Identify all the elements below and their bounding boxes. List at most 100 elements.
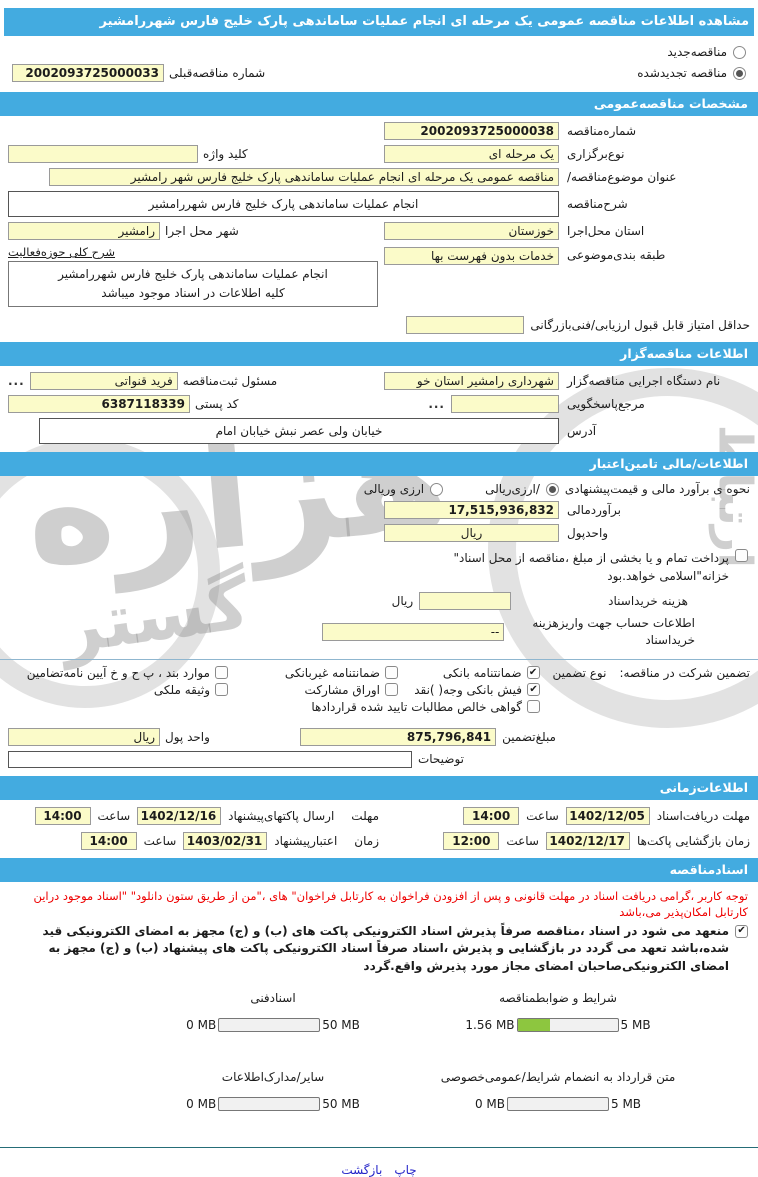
province-label: استان محل‌اجرا — [567, 224, 645, 238]
address-label: آدرس — [567, 424, 597, 438]
activity-scope-line2: کلیه اطلاعات در اسناد موجود میباشد — [101, 285, 285, 300]
tender-number-field[interactable]: 2002093725000038 — [384, 122, 559, 140]
min-score-field[interactable] — [406, 316, 525, 334]
submit-deadline-time-field[interactable]: 14:00 — [34, 806, 91, 825]
category-field[interactable]: خدمات بدون فهرست بها — [384, 247, 559, 265]
upload-contract-text-current: 0 MB — [474, 1096, 505, 1111]
currency-estimate-label: ارزی وریالی — [363, 482, 425, 496]
section-header-documents: اسنادمناقصه — [0, 857, 758, 882]
registrar-field[interactable]: فرید قنواتی — [29, 372, 178, 390]
docs-deadline-date-field[interactable]: 1402/12/05 — [565, 806, 650, 825]
province-field[interactable]: خوزستان — [384, 222, 559, 240]
deposit-unit-field[interactable]: ریال — [8, 727, 160, 746]
nonbank-guarantee-checkbox[interactable] — [385, 666, 398, 680]
deposit-amount-field[interactable]: 875,796,841 — [300, 727, 497, 746]
contact-field[interactable] — [451, 395, 559, 413]
postal-code-field[interactable]: 6387118339 — [8, 395, 190, 413]
tender-description-field[interactable]: انجام عملیات ساماندهی پارک خلیج فارس شهر… — [8, 191, 559, 217]
activity-scope-label: شرح کلی حوزه‌فعالیت — [8, 245, 116, 259]
bid-validity-date-field[interactable]: 1403/02/31 — [183, 831, 268, 850]
estimate-amount-field[interactable]: 17,515,936,832 — [384, 501, 559, 519]
participation-bonds-checkbox[interactable] — [385, 683, 398, 697]
currency-unit-field[interactable]: ریال — [384, 524, 559, 542]
tender-number-label: شماره‌مناقصه — [567, 124, 637, 138]
city-field[interactable]: رامشیر — [8, 222, 160, 240]
bank-receipt-label: فیش بانکی وجه( )نقد — [414, 682, 522, 697]
upload-other-docs-label: سایر/مدارک‌اطلاعات — [221, 1069, 325, 1084]
hour-label: ساعت — [506, 833, 539, 848]
upload-terms-conditions-max: 5 MB — [620, 1017, 651, 1032]
print-link[interactable]: چاپ — [394, 1162, 417, 1177]
upload-contract-text-progressbar — [507, 1096, 609, 1111]
treasury-payment-checkbox[interactable] — [735, 549, 748, 562]
tender-type-label: نوع‌برگزاری — [567, 147, 625, 161]
participation-bonds-label: اوراق مشارکت — [304, 682, 380, 697]
address-field[interactable]: خیابان ولی عصر نبش خیابان امام — [39, 418, 559, 444]
upload-other-docs-progressbar — [218, 1096, 321, 1111]
rial-estimate-radio[interactable] — [545, 482, 559, 496]
bylaw-cases-checkbox[interactable] — [215, 666, 228, 680]
upload-terms-conditions-progressbar — [516, 1017, 619, 1032]
tender-subject-field[interactable]: مناقصه عمومی یک مرحله ای انجام عملیات سا… — [49, 168, 559, 186]
city-label: شهر محل اجرا — [165, 224, 239, 238]
min-score-label: حداقل امتیاز قابل قبول ارزیابی/فنی‌بازرگ… — [530, 318, 750, 332]
electronic-signature-commitment-checkbox[interactable] — [735, 924, 748, 938]
footer-divider — [0, 1146, 758, 1148]
docs-deadline-label: مهلت دریافت‌اسناد — [656, 808, 750, 823]
contact-browse-button[interactable]: ... — [428, 397, 445, 411]
deposit-amount-label: مبلغ‌تضمین — [502, 729, 556, 744]
document-fee-label: هزینه خریداسناد — [608, 594, 688, 608]
section-header-financial: اطلاعات/مالی تامین‌اعتبار — [0, 452, 758, 476]
currency-unit-label: واحدپول — [567, 526, 609, 540]
hour-label: ساعت — [526, 808, 559, 823]
contact-label: مرجع‌پاسخگویی — [567, 397, 645, 411]
envelope-opening-label: زمان بازگشایی پاکت‌ها — [636, 833, 750, 848]
document-fee-unit-label: ریال — [391, 594, 414, 608]
electronic-signature-commitment-text: منعهد می شود در اسناد ،مناقصه صرفاً پذیر… — [42, 923, 729, 973]
upload-technical-docs: اسنادفنی 0 MB 50 MB — [138, 991, 408, 1032]
property-collateral-label: وثیقه ملکی — [153, 682, 210, 697]
previous-tender-number-field[interactable]: 2002093725000033 — [12, 64, 164, 82]
upload-technical-docs-current: 0 MB — [186, 1017, 217, 1032]
net-claims-certificate-checkbox[interactable] — [527, 700, 540, 714]
treasury-payment-label: پرداخت تمام و یا بخشی از مبلغ ،مناقصه از… — [453, 551, 729, 583]
envelope-opening-time-field[interactable]: 12:00 — [443, 831, 500, 850]
bank-guarantee-checkbox[interactable] — [526, 666, 540, 680]
renewed-tender-radio[interactable] — [733, 66, 746, 80]
agency-field[interactable]: شهرداری رامشیر استان خو — [384, 372, 559, 390]
deposit-account-field[interactable]: -- — [322, 622, 505, 641]
postal-code-label: کد پستی — [195, 397, 239, 411]
currency-estimate-radio[interactable] — [430, 482, 444, 496]
tender-type-field[interactable]: یک مرحله ای — [384, 145, 559, 163]
agency-label: نام دستگاه اجرایی مناقصه‌گزار — [567, 374, 721, 388]
bid-validity-label-2: اعتبارپیشنهاد — [274, 833, 338, 848]
submit-deadline-date-field[interactable]: 1402/12/16 — [137, 806, 222, 825]
keyword-field[interactable] — [8, 145, 198, 163]
submit-deadline-label-2: ارسال پاکتهای‌پیشنهاد — [228, 808, 335, 823]
activity-scope-line1: انجام عملیات ساماندهی پارک خلیج فارس شهر… — [58, 267, 328, 281]
activity-scope-field[interactable]: انجام عملیات ساماندهی پارک خلیج فارس شهر… — [8, 261, 378, 307]
new-tender-radio[interactable] — [733, 45, 746, 59]
bank-receipt-checkbox[interactable] — [527, 683, 540, 697]
tender-subject-label: عنوان موضوع‌مناقصه/ — [567, 170, 677, 184]
upload-terms-conditions-current: 1.56 MB — [465, 1017, 515, 1032]
deposit-unit-label: واحد پول — [165, 729, 210, 744]
upload-contract-text: متن قرارداد به انضمام شرایط/عمومی‌خصوصی … — [408, 1070, 708, 1111]
envelope-opening-date-field[interactable]: 1402/12/17 — [545, 831, 630, 850]
document-fee-field[interactable] — [419, 592, 512, 610]
upload-technical-docs-max: 50 MB — [322, 1017, 360, 1032]
tender-description-label: شرح‌مناقصه — [567, 197, 628, 211]
registrar-browse-button[interactable]: ... — [8, 374, 25, 388]
category-label: طبقه بندی‌موضوعی — [567, 248, 666, 262]
bank-guarantee-label: ضمانتنامه بانکی — [442, 665, 522, 680]
divider — [0, 658, 758, 660]
bid-validity-time-field[interactable]: 14:00 — [80, 831, 137, 850]
back-link[interactable]: بازگشت — [341, 1162, 383, 1177]
docs-deadline-time-field[interactable]: 14:00 — [463, 806, 520, 825]
upload-technical-docs-label: اسنادفنی — [250, 990, 296, 1005]
notes-field[interactable] — [8, 750, 412, 768]
property-collateral-checkbox[interactable] — [215, 683, 228, 697]
hour-label: ساعت — [143, 833, 177, 848]
upload-other-docs-max: 50 MB — [322, 1096, 360, 1111]
registrar-label: مسئول ثبت‌مناقصه — [182, 374, 278, 388]
